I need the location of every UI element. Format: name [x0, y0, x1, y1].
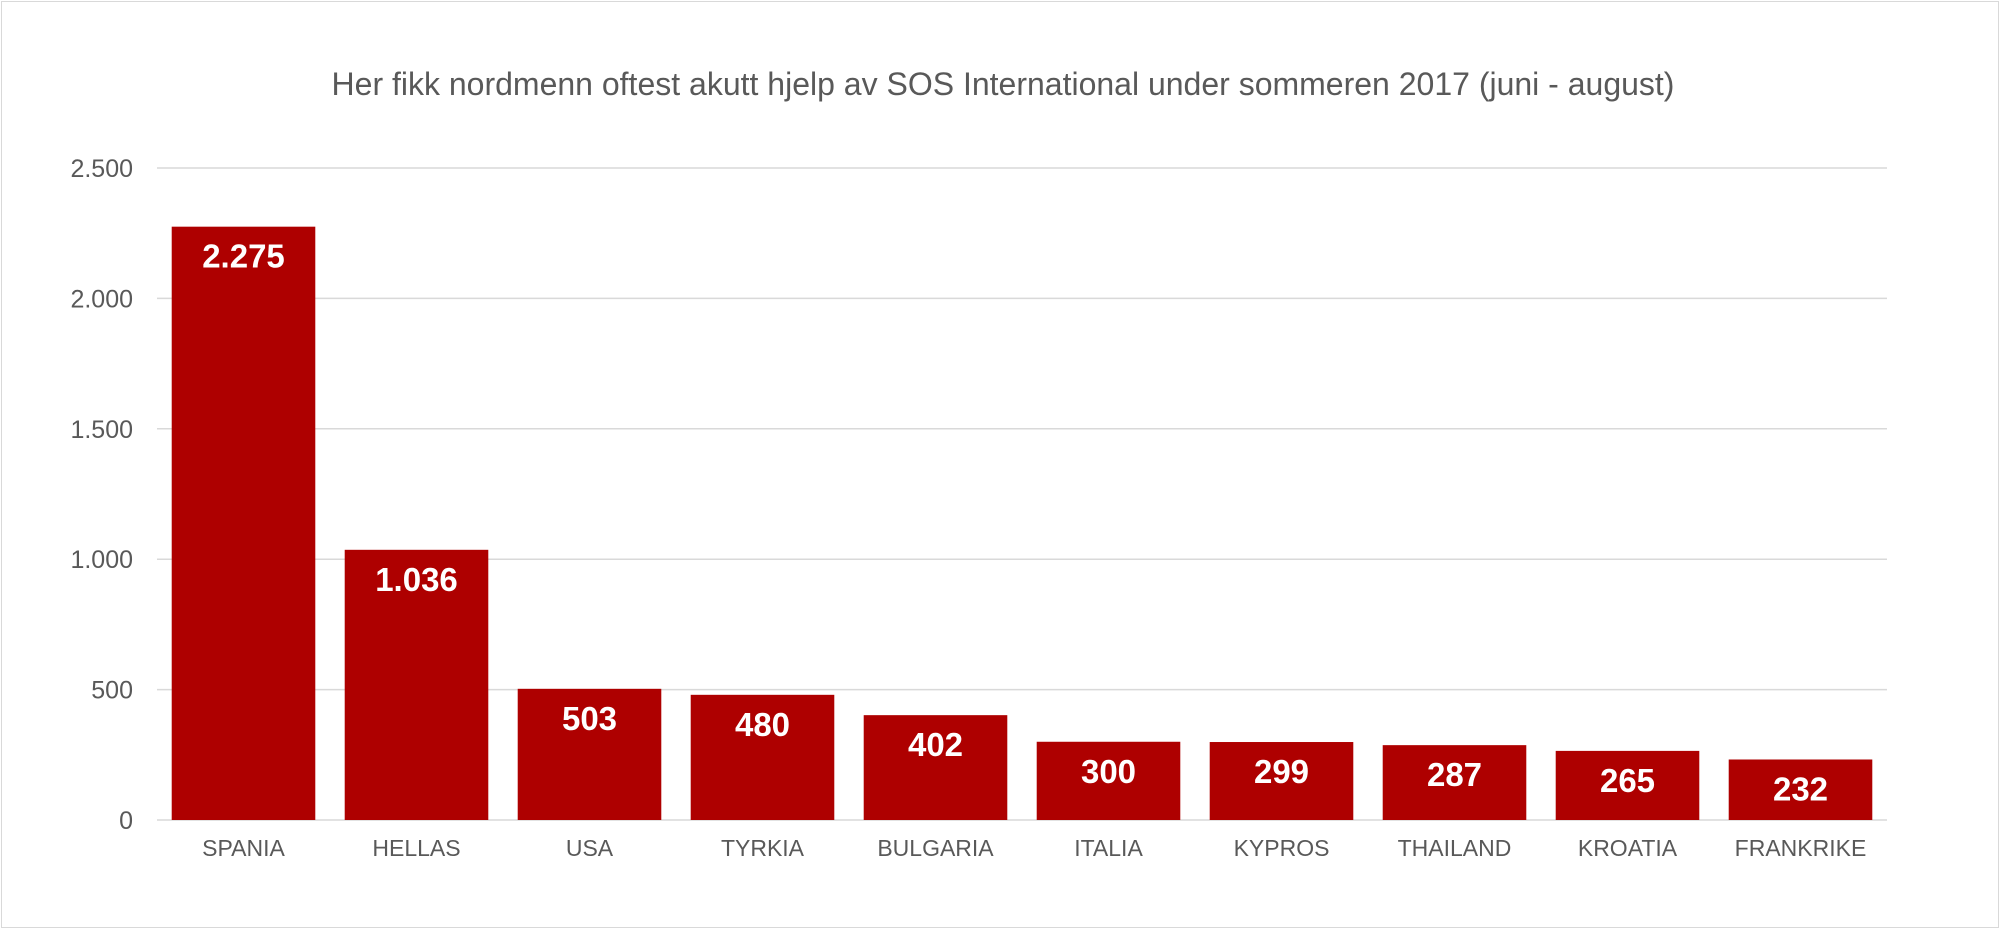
category-label: KROATIA: [1578, 835, 1678, 861]
data-label: 503: [562, 700, 617, 737]
data-label: 299: [1254, 753, 1309, 790]
data-label: 287: [1427, 756, 1482, 793]
bar-usa: [517, 688, 662, 820]
data-labels: 2.275 1.036 503 480 402 300 299 287 265 232: [202, 238, 1828, 808]
y-axis-tick-labels: 0 500 1.000 1.500 2.000 2.500: [70, 155, 133, 835]
data-label: 265: [1600, 762, 1655, 799]
data-label: 232: [1773, 770, 1828, 807]
category-label: KYPROS: [1234, 835, 1330, 861]
bar-italia: [1036, 741, 1181, 820]
category-label: FRANKRIKE: [1735, 835, 1867, 861]
category-label: HELLAS: [372, 835, 460, 861]
data-label: 1.036: [375, 561, 458, 598]
bar-hellas: [344, 549, 489, 820]
y-tick-label: 500: [91, 677, 133, 705]
bar-bulgaria: [863, 715, 1008, 820]
data-label: 480: [735, 706, 790, 743]
bar-tyrkia: [690, 694, 835, 820]
category-label: THAILAND: [1398, 835, 1512, 861]
chart-title: Her fikk nordmenn oftest akutt hjelp av …: [332, 66, 1675, 102]
y-tick-label: 2.000: [70, 285, 133, 313]
data-label: 402: [908, 726, 963, 763]
category-label: SPANIA: [202, 835, 285, 861]
bar-frankrike: [1728, 759, 1873, 820]
x-axis-category-labels: SPANIA HELLAS USA TYRKIA BULGARIA ITALIA KYPRO…: [202, 835, 1866, 861]
category-label: ITALIA: [1074, 835, 1143, 861]
category-label: TYRKIA: [721, 835, 805, 861]
bar-kroatia: [1555, 750, 1700, 820]
y-tick-label: 0: [119, 807, 133, 835]
category-label: USA: [566, 835, 614, 861]
y-tick-label: 1.500: [70, 416, 133, 444]
bars: [171, 226, 1873, 820]
y-tick-label: 2.500: [70, 155, 133, 183]
data-label: 300: [1081, 753, 1136, 790]
data-label: 2.275: [202, 238, 285, 275]
y-tick-label: 1.000: [70, 546, 133, 574]
bar-spania: [171, 226, 316, 820]
bar-thailand: [1382, 745, 1527, 820]
bar-kypros: [1209, 742, 1354, 820]
category-label: BULGARIA: [877, 835, 994, 861]
